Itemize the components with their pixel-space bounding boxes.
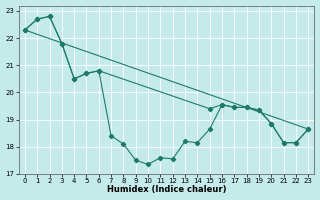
X-axis label: Humidex (Indice chaleur): Humidex (Indice chaleur) — [107, 185, 226, 194]
